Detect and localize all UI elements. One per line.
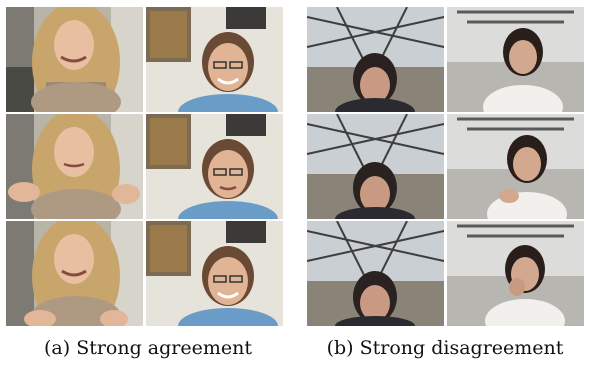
panel-strong-disagreement — [307, 7, 584, 326]
video-frame-roof-1 — [307, 7, 444, 112]
video-frame-glasses-3 — [146, 221, 283, 326]
video-frame-blonde-1 — [6, 7, 143, 112]
frame-grid — [6, 7, 283, 326]
video-frame-roof-3 — [307, 221, 444, 326]
video-frame-glasses-2 — [146, 114, 283, 219]
video-frame-office-1 — [447, 7, 584, 112]
caption-strong-agreement: (a) Strong agreement — [44, 337, 252, 359]
video-frame-blonde-3 — [6, 221, 143, 326]
video-frame-office-2 — [447, 114, 584, 219]
video-frame-glasses-1 — [146, 7, 283, 112]
video-frame-roof-2 — [307, 114, 444, 219]
video-frame-blonde-2 — [6, 114, 143, 219]
frame-grid — [307, 7, 584, 326]
panel-strong-agreement — [6, 7, 283, 326]
caption-strong-disagreement: (b) Strong disagreement — [326, 337, 564, 359]
video-frame-office-3 — [447, 221, 584, 326]
